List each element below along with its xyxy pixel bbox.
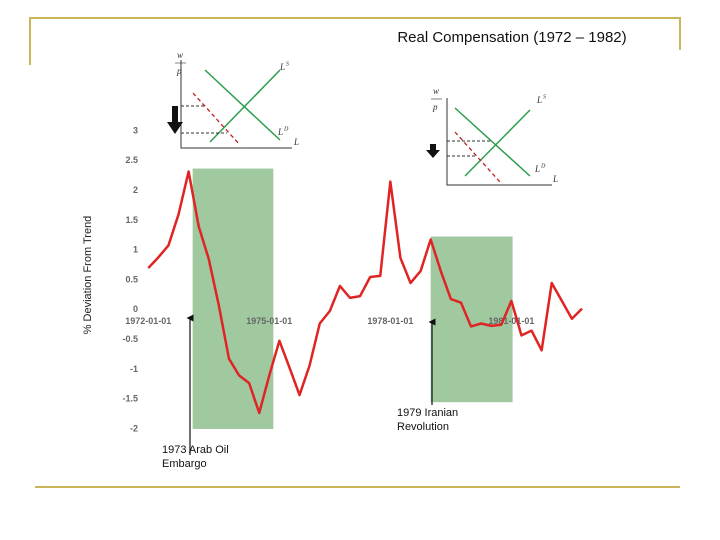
inset-label: p bbox=[176, 66, 182, 76]
y-tick-label: 1.5 bbox=[125, 215, 138, 225]
y-tick-label: -1.5 bbox=[122, 394, 138, 404]
down-arrow bbox=[426, 144, 440, 158]
shifted-demand bbox=[192, 92, 241, 146]
inset-label: L bbox=[293, 137, 299, 147]
shaded-period bbox=[430, 236, 513, 403]
x-tick-label: 1975-01-01 bbox=[246, 316, 292, 326]
inset-label: p bbox=[432, 102, 438, 112]
inset-label: w bbox=[433, 86, 439, 96]
supply-line bbox=[464, 109, 531, 177]
inset-axes bbox=[180, 60, 292, 149]
inset-axes bbox=[446, 98, 552, 186]
plot-area: 3 2.5 2 1.5 1 0.5 0 -0.5 -1 -1.5 -2 1972-01-01 1975-… bbox=[122, 125, 583, 433]
y-tick-label: 2.5 bbox=[125, 155, 138, 165]
data-line bbox=[147, 170, 583, 415]
chart-title: Real Compensation (1972 – 1982) bbox=[397, 29, 626, 46]
inset-label: L bbox=[277, 127, 283, 137]
x-tick-label: 1981-01-01 bbox=[488, 316, 534, 326]
inset-label: S bbox=[543, 94, 546, 100]
y-tick-label: -2 bbox=[130, 423, 138, 433]
down-arrow bbox=[167, 106, 183, 134]
y-tick-label: -0.5 bbox=[122, 334, 138, 344]
shifted-demand bbox=[454, 131, 501, 183]
x-tick-label: 1972-01-01 bbox=[125, 316, 171, 326]
supply-line bbox=[209, 69, 281, 143]
inset-diagram: w p L S L D L bbox=[167, 50, 299, 149]
inset-label: L bbox=[279, 62, 285, 72]
inset-label: D bbox=[283, 126, 289, 132]
inset-label: L bbox=[536, 95, 542, 105]
y-tick-label: 2 bbox=[133, 185, 138, 195]
shaded-period bbox=[192, 168, 274, 429]
demand-line bbox=[454, 107, 531, 177]
inset-label: D bbox=[540, 163, 546, 169]
y-axis-label: % Deviation From Trend bbox=[82, 216, 94, 335]
inset-diagram: w p L S L D L bbox=[426, 86, 558, 186]
y-tick-label: 0 bbox=[133, 304, 138, 314]
annotation: 1973 Arab Oil Embargo bbox=[162, 444, 229, 470]
y-tick-label: -1 bbox=[130, 364, 138, 374]
x-tick-label: 1978-01-01 bbox=[367, 316, 413, 326]
y-tick-label: 1 bbox=[133, 245, 138, 255]
y-tick-label: 0.5 bbox=[125, 274, 138, 284]
inset-label: w bbox=[177, 50, 183, 60]
annotation: 1979 Iranian Revolution bbox=[397, 407, 459, 433]
y-tick-label: 3 bbox=[133, 125, 138, 135]
demand-line bbox=[204, 69, 281, 141]
slide-frame bbox=[29, 17, 681, 488]
inset-label: L bbox=[534, 164, 540, 174]
inset-label: L bbox=[552, 174, 558, 184]
inset-label: S bbox=[286, 61, 289, 67]
